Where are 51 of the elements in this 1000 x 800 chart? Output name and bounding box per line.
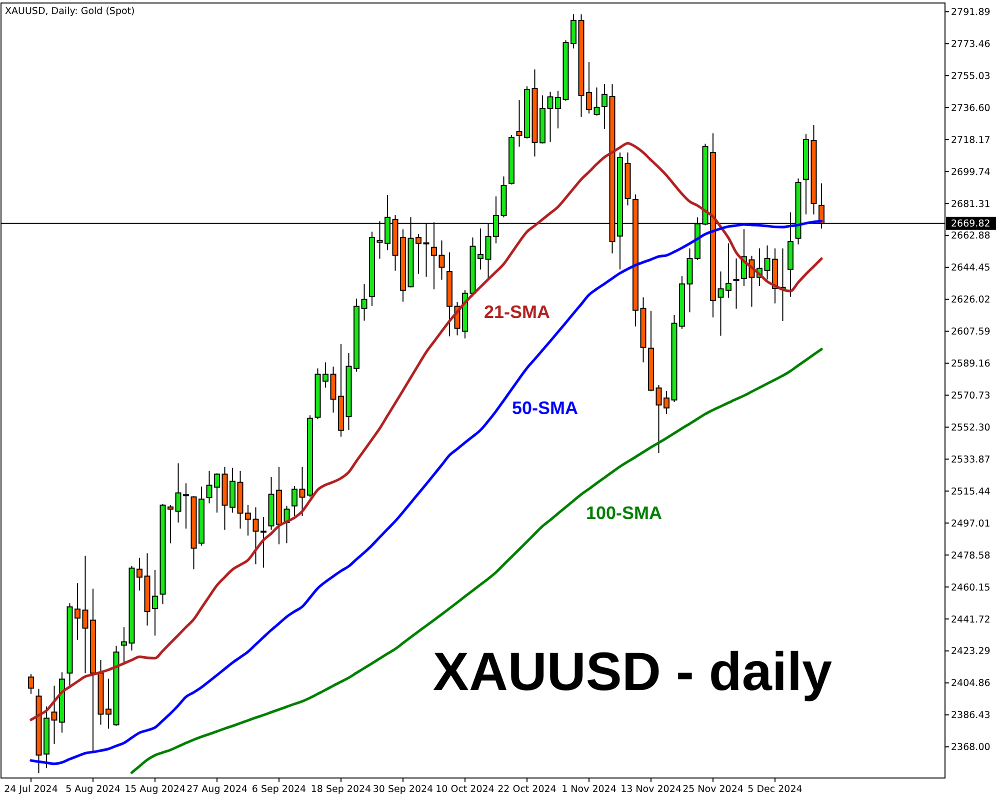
x-tick-label: 5 Aug 2024 (66, 784, 120, 795)
y-tick-label: 2662.88 (951, 230, 990, 242)
y-tick-label: 2773.46 (951, 38, 990, 50)
y-tick-label: 2570.73 (951, 390, 990, 402)
x-tick-label: 18 Sep 2024 (310, 784, 372, 795)
candlestick (733, 258, 740, 310)
y-tick-label: 2423.29 (951, 646, 990, 658)
y-tick-label: 2607.59 (951, 326, 990, 338)
y-tick-label: 2589.16 (951, 358, 990, 370)
x-tick-label: 1 Nov 2024 (562, 784, 616, 795)
x-tick-label: 15 Aug 2024 (124, 784, 186, 795)
y-tick-label: 2386.43 (951, 710, 990, 722)
x-tick-label: 10 Oct 2024 (436, 784, 494, 795)
y-tick-label: 2736.60 (951, 102, 990, 114)
chart-title: XAUUSD, Daily: Gold (Spot) (5, 6, 135, 17)
x-tick-label: 24 Jul 2024 (4, 784, 58, 795)
candlestick (602, 84, 608, 130)
x-tick-label: 25 Nov 2024 (682, 784, 744, 795)
y-tick-label: 2515.44 (951, 486, 990, 498)
y-tick-label: 2497.01 (951, 518, 990, 530)
ref-line-label: 2669.82 (951, 218, 990, 230)
y-tick-label: 2699.74 (951, 166, 990, 178)
y-tick-label: 2791.89 (951, 7, 990, 18)
y-tick-label: 2533.87 (951, 454, 990, 466)
series-label: 100-SMA (586, 503, 662, 523)
y-tick-label: 2552.30 (951, 422, 990, 434)
candlestick (292, 485, 298, 516)
x-tick-label: 30 Sep 2024 (372, 784, 434, 795)
y-tick-label: 2626.02 (951, 294, 990, 306)
y-tick-label: 2644.45 (951, 262, 990, 274)
annotation: XAUUSD - daily (432, 642, 832, 702)
series-label: 50-SMA (512, 398, 578, 418)
x-tick-label: 13 Nov 2024 (620, 784, 682, 795)
x-tick-label: 27 Aug 2024 (186, 784, 248, 795)
candlestick (594, 86, 600, 116)
x-tick-label: 22 Oct 2024 (498, 784, 556, 795)
y-tick-label: 2460.15 (951, 582, 990, 594)
y-tick-label: 2441.72 (951, 614, 990, 626)
y-tick-label: 2368.00 (951, 742, 990, 754)
y-tick-label: 2681.31 (951, 198, 990, 210)
y-tick-label: 2404.86 (951, 678, 990, 690)
y-tick-label: 2718.17 (951, 134, 990, 146)
candlestick (28, 673, 34, 694)
candlestick (121, 626, 127, 664)
y-tick-label: 2478.58 (951, 550, 990, 562)
x-tick-label: 5 Dec 2024 (748, 784, 802, 795)
candlestick (361, 284, 368, 322)
x-tick-label: 6 Sep 2024 (252, 784, 306, 795)
y-tick-label: 2755.03 (951, 70, 990, 82)
candlestick (438, 240, 445, 280)
series-label: 21-SMA (484, 302, 550, 322)
